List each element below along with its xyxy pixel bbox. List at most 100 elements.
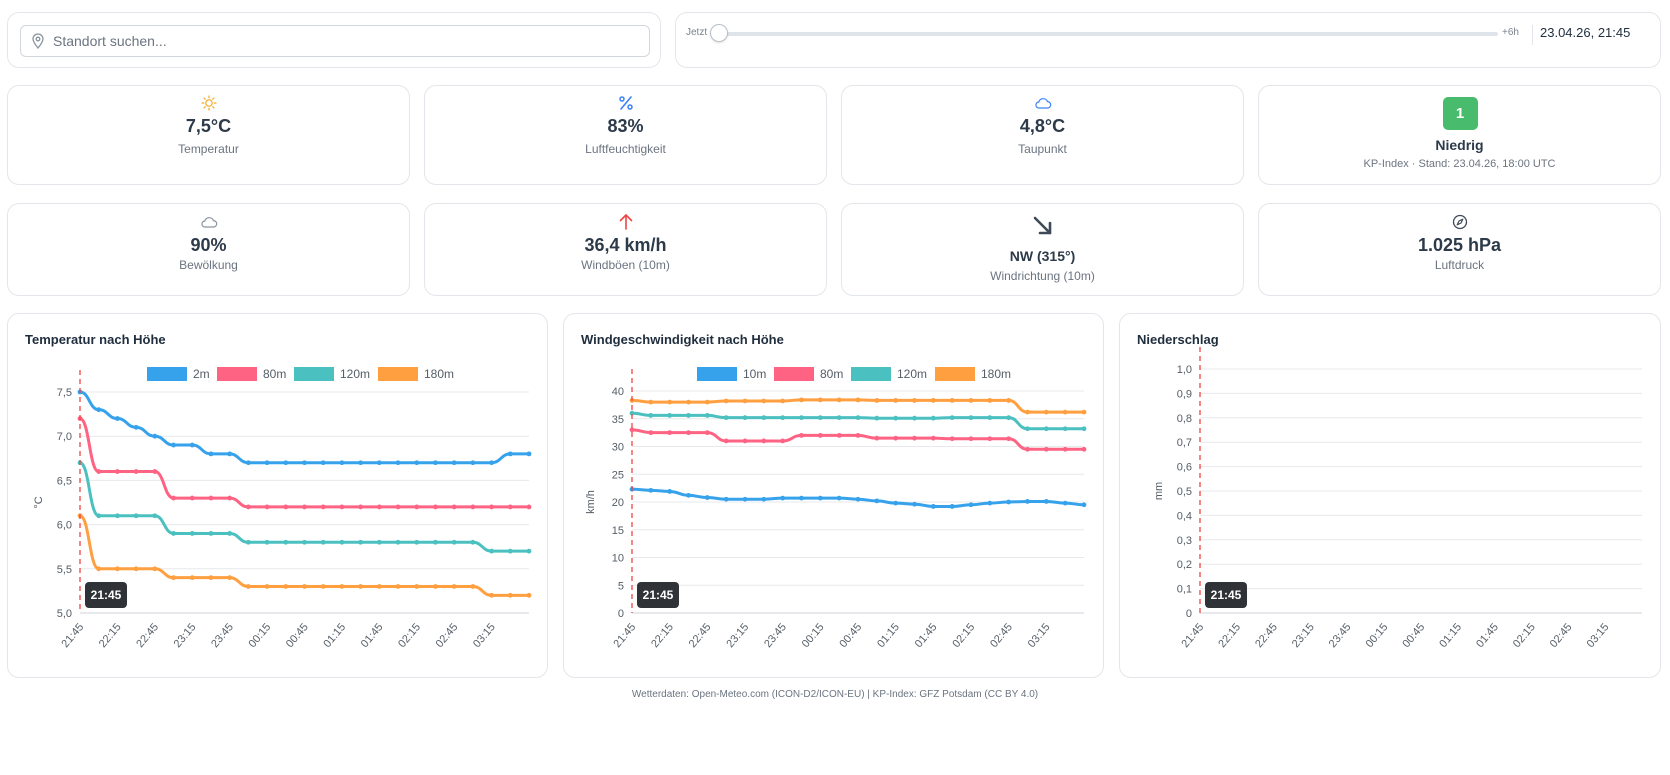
y-tick-label: 25 [612,469,624,481]
data-point [723,438,729,444]
time-slider-thumb[interactable] [710,24,728,42]
data-point [320,539,326,545]
x-tick-label: 01:15 [321,621,348,650]
data-point [189,495,195,501]
x-tick-label: 02:45 [1548,621,1575,650]
tile-pressure: 1.025 hPa Luftdruck [1258,203,1661,296]
map-pin-icon [32,33,44,49]
data-point [245,460,251,466]
series-line [79,390,529,465]
y-tick-label: 20 [612,497,624,509]
y-tick-label: 5,0 [57,608,72,620]
data-point [470,460,476,466]
data-point [358,504,364,510]
x-tick-label: 03:15 [1585,621,1612,650]
data-point [761,415,767,421]
slider-max-label: +6h [1502,27,1519,38]
y-tick-label: 0,4 [1177,510,1192,522]
x-tick-label: 03:15 [1026,621,1053,650]
legend-label: 80m [263,367,286,381]
data-point [704,430,710,436]
data-point [395,504,401,510]
data-point [376,539,382,545]
x-tick-label: 21:45 [611,621,638,650]
data-point [339,539,345,545]
data-point [648,399,654,405]
data-point [414,504,420,510]
y-tick-label: 10 [612,553,624,565]
data-point [96,469,102,474]
data-point [723,496,729,502]
data-point [987,436,993,442]
data-point [115,566,120,572]
data-point [283,584,289,589]
legend-swatch [935,367,975,381]
legend-label: 10m [743,367,766,381]
data-point [171,442,176,448]
data-point [433,504,438,510]
data-point [780,415,786,421]
data-point [648,487,654,493]
data-point [115,416,120,421]
data-point [930,504,936,509]
data-point [987,398,993,403]
data-point [704,413,710,418]
search-input[interactable] [53,33,613,49]
data-point [189,442,195,448]
data-point [648,430,654,436]
data-point [930,435,936,441]
data-point [245,539,251,545]
data-point [949,415,955,421]
data-point [283,460,289,466]
x-tick-label: 02:15 [1511,621,1538,650]
data-point [227,575,233,581]
data-point [507,504,513,510]
data-point [133,566,139,572]
data-point [152,566,158,572]
x-tick-label: 01:45 [913,621,940,650]
gusts-value: 36,4 km/h [584,235,667,255]
data-point [1006,398,1012,403]
data-point [376,460,382,466]
legend-swatch [294,367,334,381]
data-point [526,504,532,510]
data-point [817,415,823,421]
data-point [395,584,401,589]
x-tick-label: 02:45 [434,621,461,650]
data-point [489,592,494,598]
divider [1532,25,1533,45]
x-tick-label: 23:45 [209,621,236,650]
y-tick-label: 0,1 [1177,584,1192,596]
legend-swatch [774,367,814,381]
data-point [152,513,158,519]
search-box[interactable] [20,25,650,57]
x-tick-label: 00:15 [1364,621,1391,650]
data-point [96,566,102,572]
data-point [189,575,195,581]
data-point [302,460,307,466]
data-point [208,575,214,581]
data-point [507,548,513,554]
tile-humidity: 83% Luftfeuchtigkeit [424,85,827,185]
legend-label: 180m [424,367,454,381]
y-tick-label: 6,0 [57,520,72,532]
data-point [1025,446,1030,452]
data-point [893,398,899,403]
y-tick-label: 1,0 [1177,364,1192,376]
now-marker-badge [1205,582,1247,608]
data-point [208,495,214,501]
data-point [227,495,233,501]
data-point [780,398,786,404]
y-tick-label: 35 [612,414,624,426]
precipitation-chart: 0 0,1 0,2 0,3 0,4 0,5 0,6 0,7 0,8 0,9 1,0 21:45 22:1… [1153,347,1642,650]
data-point [1043,426,1049,432]
data-point [742,398,748,404]
data-point [968,502,974,508]
now-marker-label: 21:45 [91,588,122,602]
cloudcover-label: Bewölkung [179,258,238,272]
data-point [817,397,823,403]
data-point [930,415,936,421]
data-point [987,500,993,506]
data-point [1025,499,1030,504]
time-slider-track[interactable] [718,32,1498,36]
